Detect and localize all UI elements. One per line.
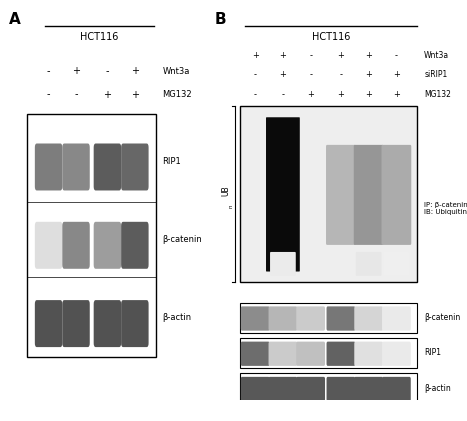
Text: +: + [393, 70, 400, 80]
Text: siRIP1: siRIP1 [424, 70, 447, 80]
Text: MG132: MG132 [163, 90, 192, 99]
Text: -: - [74, 90, 78, 99]
FancyBboxPatch shape [269, 306, 297, 330]
Text: +: + [365, 70, 372, 80]
Text: -: - [340, 70, 342, 80]
FancyBboxPatch shape [382, 306, 411, 330]
Text: -: - [309, 70, 312, 80]
Text: +: + [103, 90, 112, 99]
Text: UB: UB [222, 185, 231, 196]
Text: β-catenin: β-catenin [424, 313, 460, 322]
FancyBboxPatch shape [94, 300, 121, 347]
Text: IP: β-catenin
IB: Ubiquitin: IP: β-catenin IB: Ubiquitin [424, 202, 467, 215]
FancyBboxPatch shape [354, 145, 383, 245]
Text: β-catenin: β-catenin [163, 235, 202, 244]
FancyBboxPatch shape [240, 106, 417, 282]
Text: -: - [254, 70, 257, 80]
FancyBboxPatch shape [240, 373, 417, 403]
FancyBboxPatch shape [94, 144, 121, 190]
FancyBboxPatch shape [35, 144, 62, 190]
Text: +: + [307, 90, 314, 99]
FancyBboxPatch shape [269, 341, 297, 366]
FancyBboxPatch shape [354, 341, 383, 366]
FancyBboxPatch shape [326, 306, 355, 330]
FancyBboxPatch shape [62, 144, 90, 190]
FancyBboxPatch shape [382, 341, 411, 366]
Text: β-actin: β-actin [424, 384, 451, 393]
Text: +: + [338, 51, 344, 60]
FancyBboxPatch shape [382, 145, 411, 245]
Text: -: - [309, 51, 312, 60]
Text: Wnt3a: Wnt3a [163, 67, 190, 75]
FancyBboxPatch shape [296, 377, 325, 401]
FancyBboxPatch shape [270, 252, 296, 276]
FancyBboxPatch shape [94, 222, 121, 269]
FancyBboxPatch shape [296, 306, 325, 330]
Text: A: A [9, 12, 21, 27]
FancyBboxPatch shape [241, 341, 269, 366]
Text: -: - [395, 51, 398, 60]
FancyBboxPatch shape [240, 303, 417, 333]
FancyBboxPatch shape [62, 222, 90, 269]
Text: -: - [47, 90, 50, 99]
FancyBboxPatch shape [35, 300, 62, 347]
Text: RIP1: RIP1 [163, 157, 181, 165]
Text: +: + [365, 51, 372, 60]
FancyBboxPatch shape [382, 377, 411, 401]
Text: -: - [47, 66, 50, 76]
FancyBboxPatch shape [121, 222, 149, 269]
Text: n: n [229, 204, 234, 208]
Text: +: + [252, 51, 259, 60]
FancyBboxPatch shape [356, 252, 382, 276]
FancyBboxPatch shape [383, 252, 409, 276]
Text: -: - [106, 66, 109, 76]
Text: HCT116: HCT116 [80, 32, 119, 42]
Text: HCT116: HCT116 [311, 32, 350, 42]
Text: -: - [254, 90, 257, 99]
FancyBboxPatch shape [354, 306, 383, 330]
FancyBboxPatch shape [326, 341, 355, 366]
FancyBboxPatch shape [241, 306, 269, 330]
FancyBboxPatch shape [27, 114, 156, 357]
Text: +: + [393, 90, 400, 99]
Text: +: + [338, 90, 344, 99]
FancyBboxPatch shape [121, 300, 149, 347]
FancyBboxPatch shape [35, 222, 62, 269]
FancyBboxPatch shape [326, 377, 355, 401]
FancyBboxPatch shape [240, 338, 417, 368]
Text: RIP1: RIP1 [424, 349, 441, 357]
FancyBboxPatch shape [354, 377, 383, 401]
FancyBboxPatch shape [121, 144, 149, 190]
Text: +: + [279, 51, 286, 60]
Text: Wnt3a: Wnt3a [424, 51, 449, 60]
Text: MG132: MG132 [424, 90, 451, 99]
Text: -: - [282, 90, 284, 99]
FancyBboxPatch shape [326, 145, 356, 245]
FancyBboxPatch shape [266, 117, 300, 272]
Text: +: + [72, 66, 80, 76]
Text: B: B [215, 12, 226, 27]
Text: +: + [365, 90, 372, 99]
FancyBboxPatch shape [241, 377, 269, 401]
FancyBboxPatch shape [62, 300, 90, 347]
Text: +: + [131, 90, 139, 99]
Text: +: + [279, 70, 286, 80]
Text: +: + [131, 66, 139, 76]
Text: β-actin: β-actin [163, 313, 191, 322]
FancyBboxPatch shape [296, 341, 325, 366]
FancyBboxPatch shape [269, 377, 297, 401]
